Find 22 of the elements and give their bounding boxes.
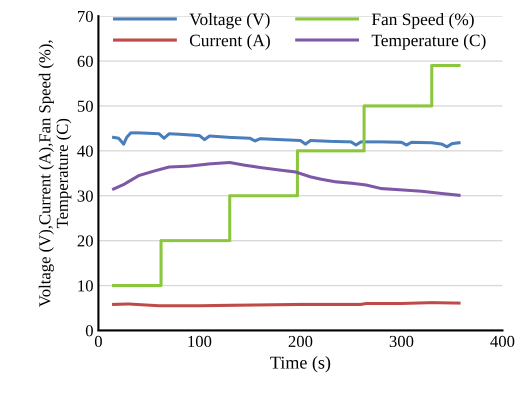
legend-label: Current (A) (190, 34, 270, 50)
x-tick-label: 0 (94, 336, 102, 348)
x-tick-label: 200 (288, 336, 312, 348)
y-tick-label: 40 (77, 146, 93, 157)
line-series (112, 160, 461, 197)
legend-label: Temperature (C) (372, 34, 486, 50)
y-tick-label: 10 (78, 280, 93, 292)
y-tick-label: 0 (86, 325, 93, 336)
y-tick-label: 60 (78, 56, 93, 67)
y-tick-label: 20 (78, 235, 93, 247)
y-tick-label: 70 (78, 10, 93, 22)
legend-label: Voltage (V) (189, 12, 270, 29)
legend-label: Fan Speed (%) (372, 12, 474, 29)
y-tick-label: 30 (78, 190, 93, 202)
y-tick-label: 50 (78, 100, 93, 112)
y-axis-title: Voltage (V),Current (A),Fan Speed (%), Temperature (C) (38, 40, 72, 307)
line-series (112, 64, 461, 288)
x-tick-label: 300 (390, 336, 414, 348)
x-tick-label: 100 (188, 336, 212, 348)
x-axis-title: Time (s) (270, 356, 330, 372)
x-tick-label: 400 (490, 336, 514, 348)
line-series (112, 131, 461, 148)
